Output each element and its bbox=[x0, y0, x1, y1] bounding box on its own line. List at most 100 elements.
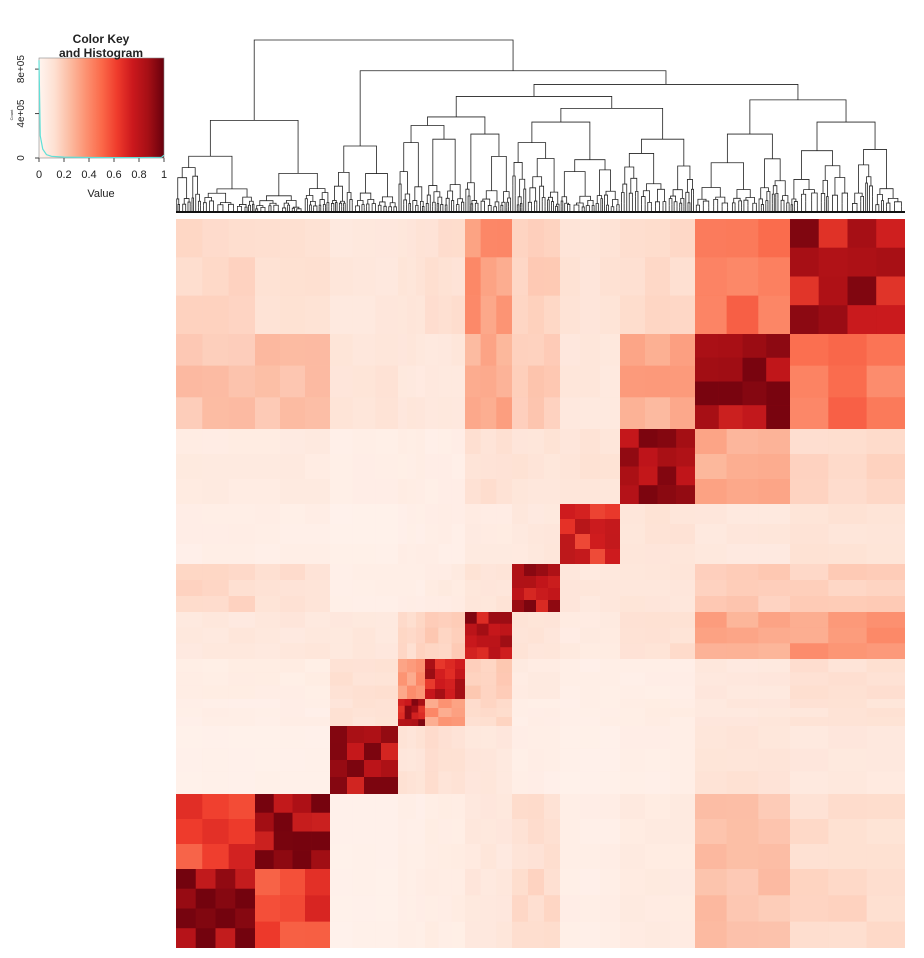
heatmap-cell bbox=[480, 771, 497, 794]
heatmap-cell bbox=[645, 659, 670, 673]
heatmap-cell bbox=[480, 580, 497, 596]
heatmap-cell bbox=[488, 635, 501, 648]
heatmap-cell bbox=[620, 596, 645, 612]
heatmap-cell bbox=[758, 627, 790, 644]
heatmap-cell bbox=[670, 726, 695, 749]
dendrogram-branch bbox=[527, 201, 532, 208]
heatmap-cell bbox=[560, 397, 580, 429]
heatmap-cell bbox=[465, 699, 481, 708]
heatmap-cell bbox=[418, 712, 425, 720]
dendrogram-branch bbox=[480, 200, 485, 205]
heatmap-cell bbox=[600, 334, 620, 366]
heatmap-cell bbox=[465, 524, 481, 544]
heatmap-cell bbox=[352, 596, 376, 612]
heatmap-cell bbox=[451, 504, 465, 524]
heatmap-cell bbox=[866, 524, 905, 544]
heatmap-cell bbox=[330, 743, 347, 760]
heatmap-cell bbox=[528, 672, 544, 686]
heatmap-cell bbox=[292, 794, 312, 813]
heatmap-cell bbox=[670, 869, 695, 896]
dendrogram-branch bbox=[366, 203, 370, 207]
dendrogram-branch bbox=[506, 201, 509, 208]
heatmap-cell bbox=[398, 719, 405, 726]
heatmap-cell bbox=[536, 600, 548, 612]
heatmap-cell bbox=[580, 334, 600, 366]
heatmap-cell bbox=[726, 921, 759, 948]
heatmap-cell bbox=[828, 708, 867, 717]
dendrogram-branch bbox=[865, 182, 868, 197]
heatmap-cell bbox=[176, 504, 203, 524]
dendrogram-branch bbox=[305, 195, 314, 202]
heatmap-cell bbox=[790, 869, 829, 896]
heatmap-cell bbox=[176, 685, 203, 699]
dendrogram-branch bbox=[576, 202, 584, 207]
heatmap-cell bbox=[451, 717, 465, 726]
heatmap-cell bbox=[398, 844, 407, 869]
heatmap-cell bbox=[228, 627, 255, 644]
heatmap-cell bbox=[398, 705, 405, 713]
heatmap-cell bbox=[544, 365, 560, 398]
heatmap-cell bbox=[407, 895, 416, 922]
heatmap-cell bbox=[726, 819, 759, 844]
heatmap-cell bbox=[465, 844, 481, 869]
heatmap-cell bbox=[375, 544, 398, 564]
heatmap-cell bbox=[528, 334, 544, 366]
heatmap-cell bbox=[670, 921, 695, 948]
heatmap-cell bbox=[600, 454, 620, 479]
heatmap-cell bbox=[255, 564, 280, 580]
heatmap-cell bbox=[544, 685, 560, 699]
heatmap-cell bbox=[228, 612, 255, 628]
dendrogram-branch bbox=[517, 196, 522, 205]
heatmap-cell bbox=[600, 397, 620, 429]
heatmap-cell bbox=[202, 726, 229, 749]
heatmap-cell bbox=[255, 504, 280, 524]
heatmap-cell bbox=[476, 623, 489, 636]
heatmap-cell bbox=[202, 257, 229, 296]
heatmap-cell bbox=[280, 708, 305, 717]
heatmap-cell bbox=[544, 699, 560, 708]
dendrogram-branch bbox=[239, 204, 247, 208]
heatmap-cell bbox=[305, 479, 330, 504]
heatmap-cell bbox=[465, 819, 481, 844]
heatmap-cell bbox=[726, 794, 759, 819]
heatmap-cell bbox=[600, 844, 620, 869]
heatmap-cell bbox=[580, 454, 600, 479]
heatmap-cell bbox=[407, 643, 416, 659]
heatmap-cell bbox=[202, 643, 229, 659]
heatmap-cell bbox=[451, 219, 465, 258]
dendrogram-branch bbox=[419, 200, 424, 207]
heatmap-cell bbox=[451, 612, 465, 628]
heatmap-cell bbox=[255, 334, 280, 366]
heatmap-cell bbox=[544, 672, 560, 686]
heatmap-cell bbox=[330, 524, 353, 544]
heatmap-cell bbox=[176, 397, 203, 429]
heatmap-cell bbox=[438, 295, 452, 334]
heatmap-cell bbox=[670, 708, 695, 717]
dendrogram-branch bbox=[745, 197, 755, 204]
heatmap-cell bbox=[411, 719, 419, 726]
heatmap-cell bbox=[438, 334, 452, 366]
heatmap-cell bbox=[176, 612, 203, 628]
heatmap-cell bbox=[465, 708, 481, 717]
heatmap-cell bbox=[280, 524, 305, 544]
heatmap-cell bbox=[425, 295, 439, 334]
heatmap-cell bbox=[381, 743, 398, 760]
key-y-tick-label: 8e+05 bbox=[16, 55, 27, 84]
dendrogram-branch bbox=[702, 200, 710, 208]
heatmap-cell bbox=[560, 627, 580, 644]
dendrogram-branch bbox=[852, 203, 858, 207]
heatmap-cell bbox=[600, 627, 620, 644]
dendrogram-branch bbox=[534, 200, 538, 205]
heatmap-cell bbox=[280, 643, 305, 659]
heatmap-cell bbox=[726, 219, 759, 258]
dendrogram-branch bbox=[561, 196, 568, 204]
dendrogram-branch bbox=[278, 172, 318, 196]
heatmap-cell bbox=[352, 504, 376, 524]
heatmap-cell bbox=[280, 334, 305, 366]
heatmap-cell bbox=[670, 717, 695, 726]
heatmap-cell bbox=[726, 524, 759, 544]
dendrogram-branch bbox=[680, 197, 685, 207]
heatmap-cell bbox=[670, 257, 695, 296]
heatmap-cell bbox=[866, 544, 905, 564]
heatmap-cell bbox=[866, 612, 905, 628]
